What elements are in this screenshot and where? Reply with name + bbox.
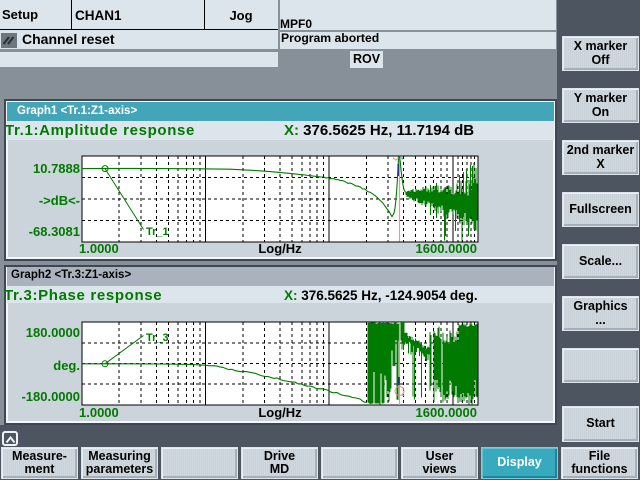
svg-text:Tr_1: Tr_1 bbox=[146, 226, 169, 238]
svg-text:Tr_3: Tr_3 bbox=[146, 332, 169, 344]
